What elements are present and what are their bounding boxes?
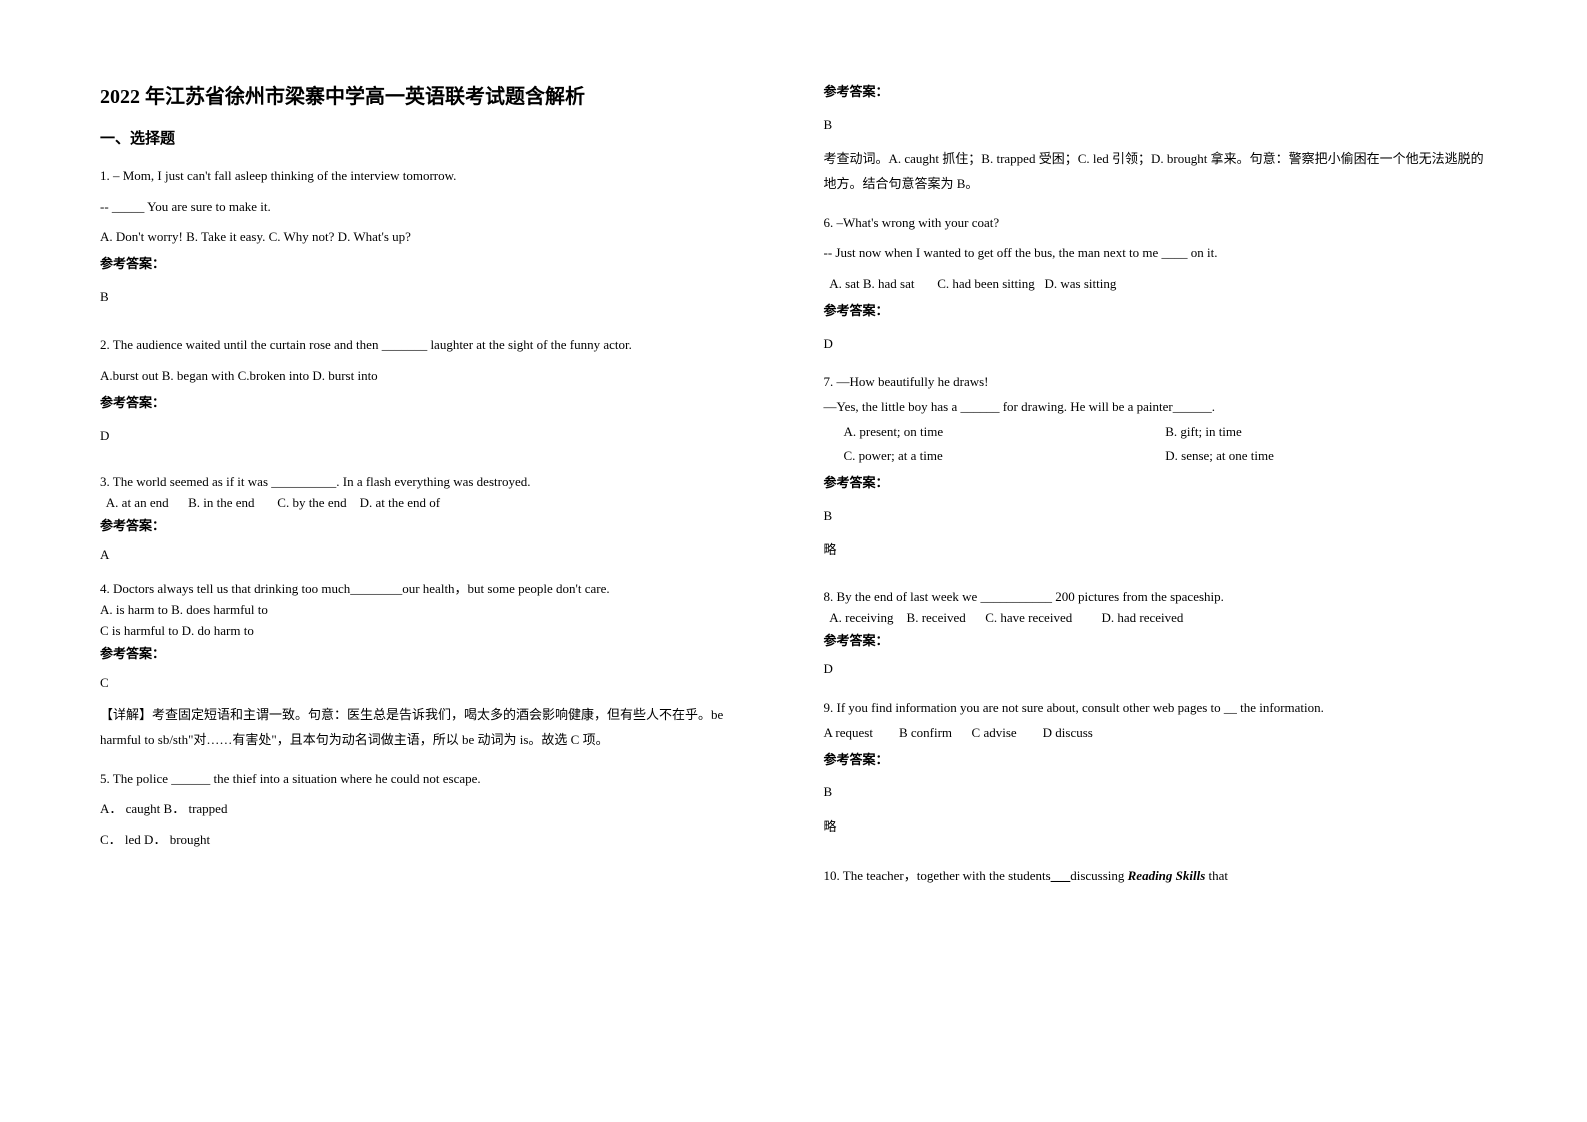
question-8: 8. By the end of last week we __________… (824, 587, 1488, 682)
question-9: 9. If you find information you are not s… (824, 696, 1488, 849)
q8-answer: D (824, 659, 1488, 680)
question-1: 1. – Mom, I just can't fall asleep think… (100, 164, 764, 319)
q10-italic: Reading Skills (1128, 868, 1206, 883)
q4-opt-ab: A. is harm to B. does harmful to (100, 600, 764, 621)
q6-answer: D (824, 332, 1488, 357)
q8-line1: 8. By the end of last week we __________… (824, 587, 1488, 608)
q4-explanation: 【详解】考查固定短语和主谓一致。句意：医生总是告诉我们，喝太多的酒会影响健康，但… (100, 703, 764, 752)
q1-line2: -- _____ You are sure to make it. (100, 195, 764, 220)
question-5-cont: 参考答案： B 考查动词。A. caught 抓住；B. trapped 受困；… (824, 80, 1488, 197)
page-container: 2022 年江苏省徐州市梁寨中学高一英语联考试题含解析 一、选择题 1. – M… (100, 80, 1487, 1082)
q2-options: A.burst out B. began with C.broken into … (100, 364, 764, 389)
q6-line1: 6. –What's wrong with your coat? (824, 211, 1488, 236)
q7-options-row2: C. power; at a time D. sense; at one tim… (824, 444, 1488, 469)
question-7: 7. —How beautifully he draws! —Yes, the … (824, 370, 1488, 573)
q3-answer: A (100, 545, 764, 566)
q4-answer: C (100, 673, 764, 694)
q9-answer: B (824, 780, 1488, 805)
question-10: 10. The teacher，together with the studen… (824, 864, 1488, 889)
document-title: 2022 年江苏省徐州市梁寨中学高一英语联考试题含解析 (100, 80, 764, 109)
q1-answer: B (100, 285, 764, 310)
q7-opt-d: D. sense; at one time (1165, 444, 1487, 469)
left-column: 2022 年江苏省徐州市梁寨中学高一英语联考试题含解析 一、选择题 1. – M… (100, 80, 764, 1082)
q9-options: A request B confirm C advise D discuss (824, 721, 1488, 746)
answer-label: 参考答案： (824, 299, 1488, 324)
q7-options-row1: A. present; on time B. gift; in time (824, 420, 1488, 445)
question-6: 6. –What's wrong with your coat? -- Just… (824, 211, 1488, 356)
q7-omit: 略 (824, 538, 1488, 563)
q3-options: A. at an end B. in the end C. by the end… (100, 493, 764, 514)
answer-label: 参考答案： (100, 252, 764, 277)
q1-options: A. Don't worry! B. Take it easy. C. Why … (100, 225, 764, 250)
q10-line1: 10. The teacher，together with the studen… (824, 864, 1488, 889)
q6-line2: -- Just now when I wanted to get off the… (824, 241, 1488, 266)
q10-post2: that (1205, 868, 1228, 883)
q10-post1: discussing (1070, 868, 1127, 883)
q5-answer: B (824, 113, 1488, 138)
q7-line1: 7. —How beautifully he draws! (824, 370, 1488, 395)
q2-line1: 2. The audience waited until the curtain… (100, 333, 764, 358)
q3-line1: 3. The world seemed as if it was _______… (100, 472, 764, 493)
q10-blank: ___ (1051, 868, 1071, 883)
q7-answer: B (824, 504, 1488, 529)
section-heading: 一、选择题 (100, 127, 764, 148)
q5-line1: 5. The police ______ the thief into a si… (100, 767, 764, 792)
q5-opt-ab: A． caught B． trapped (100, 797, 764, 822)
answer-label: 参考答案： (824, 471, 1488, 496)
q9-omit: 略 (824, 815, 1488, 840)
q5-explanation: 考查动词。A. caught 抓住；B. trapped 受困；C. led 引… (824, 147, 1488, 196)
q7-opt-b: B. gift; in time (1165, 420, 1487, 445)
question-2: 2. The audience waited until the curtain… (100, 333, 764, 458)
q2-answer: D (100, 424, 764, 449)
question-4: 4. Doctors always tell us that drinking … (100, 579, 764, 752)
q10-pre: 10. The teacher，together with the studen… (824, 868, 1051, 883)
answer-label: 参考答案： (100, 644, 764, 665)
q7-opt-c: C. power; at a time (844, 444, 1166, 469)
q1-line1: 1. – Mom, I just can't fall asleep think… (100, 164, 764, 189)
q8-options: A. receiving B. received C. have receive… (824, 608, 1488, 629)
q5-opt-cd: C． led D． brought (100, 828, 764, 853)
right-column: 参考答案： B 考查动词。A. caught 抓住；B. trapped 受困；… (824, 80, 1488, 1082)
q9-line1: 9. If you find information you are not s… (824, 696, 1488, 721)
answer-label: 参考答案： (824, 631, 1488, 652)
q4-opt-cd: C is harmful to D. do harm to (100, 621, 764, 642)
answer-label: 参考答案： (100, 516, 764, 537)
answer-label: 参考答案： (824, 80, 1488, 105)
q7-line2: —Yes, the little boy has a ______ for dr… (824, 395, 1488, 420)
q7-opt-a: A. present; on time (844, 420, 1166, 445)
answer-label: 参考答案： (100, 391, 764, 416)
q6-options: A. sat B. had sat C. had been sitting D.… (824, 272, 1488, 297)
question-3: 3. The world seemed as if it was _______… (100, 472, 764, 565)
q4-line1: 4. Doctors always tell us that drinking … (100, 579, 764, 600)
answer-label: 参考答案： (824, 748, 1488, 773)
question-5: 5. The police ______ the thief into a si… (100, 767, 764, 853)
